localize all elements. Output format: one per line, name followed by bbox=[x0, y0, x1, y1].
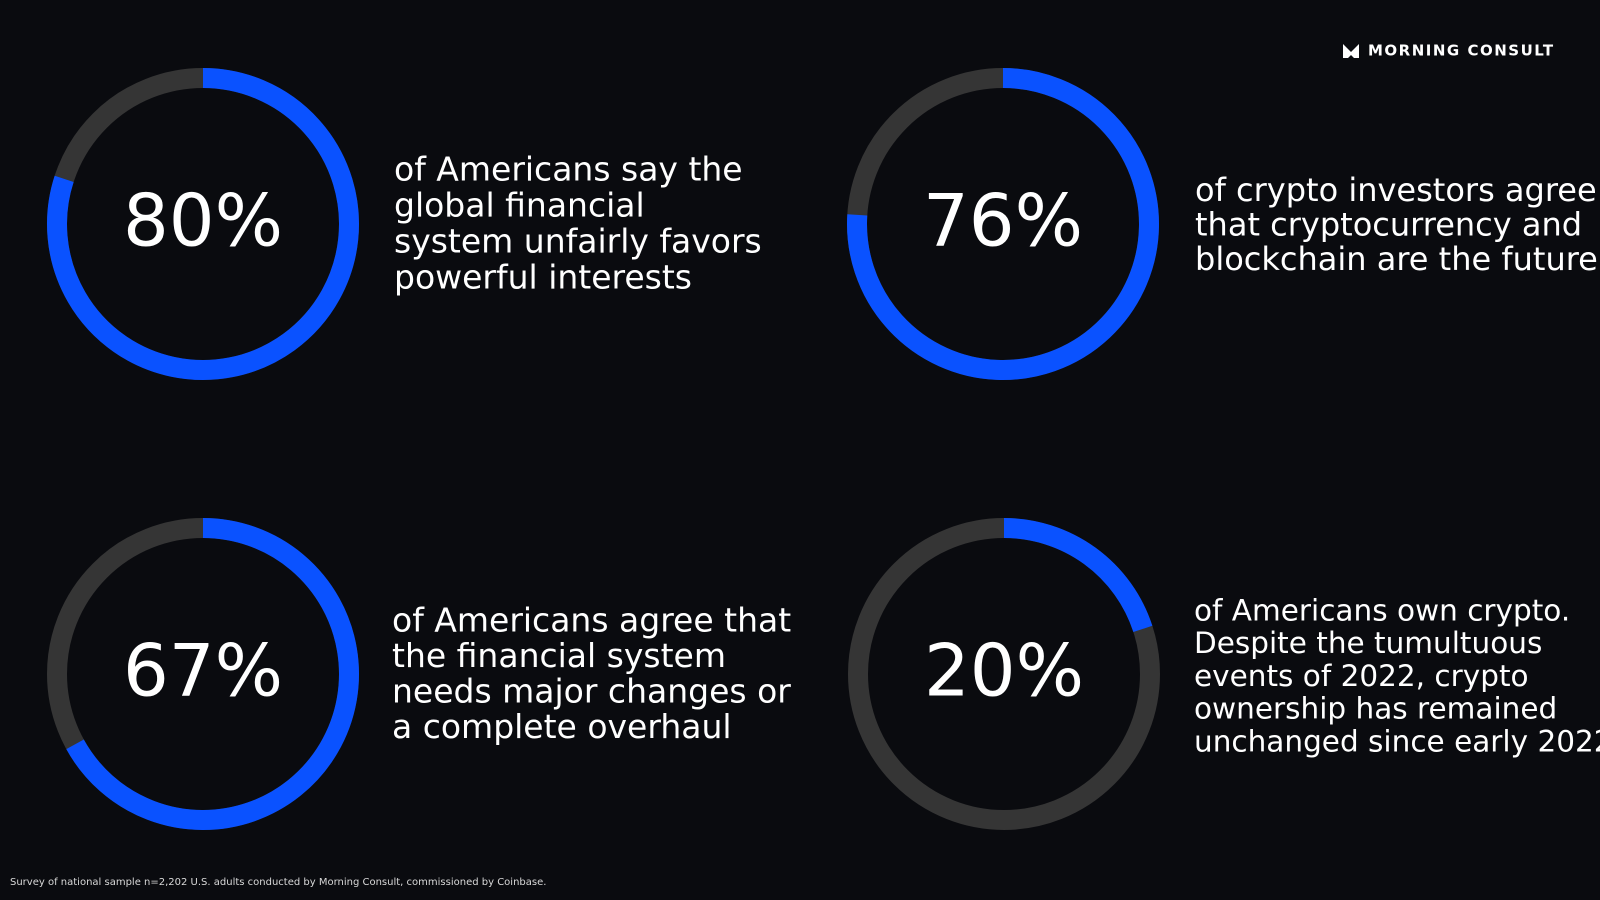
value-label: 20% bbox=[924, 629, 1084, 713]
description-line: system unfairly favors bbox=[394, 222, 762, 261]
footnote: Survey of national sample n=2,202 U.S. a… bbox=[10, 877, 546, 888]
description-line: events of 2022, crypto bbox=[1194, 659, 1529, 693]
description-line: unchanged since early 2022. bbox=[1194, 724, 1600, 758]
description-line: of crypto investors agree bbox=[1195, 171, 1597, 209]
description-line: Despite the tumultuous bbox=[1194, 626, 1542, 660]
value-label: 67% bbox=[123, 629, 283, 713]
brand-logo bbox=[1343, 44, 1359, 58]
value-label: 76% bbox=[923, 179, 1083, 263]
brand: MORNING CONSULT bbox=[1368, 42, 1555, 60]
description-line: the financial system bbox=[392, 636, 726, 675]
donut-arc bbox=[1003, 518, 1153, 633]
description-line: global financial bbox=[394, 186, 645, 225]
donut-arc bbox=[847, 68, 1159, 380]
donut-arc bbox=[66, 518, 359, 830]
description-line: that cryptocurrency and bbox=[1195, 206, 1582, 244]
description-line: blockchain are the future bbox=[1195, 240, 1598, 278]
value-label: 80% bbox=[123, 179, 283, 263]
description-line: needs major changes or bbox=[392, 672, 791, 711]
description-line: of Americans agree that bbox=[392, 601, 791, 640]
description-line: ownership has remained bbox=[1194, 692, 1557, 726]
description-line: powerful interests bbox=[394, 258, 692, 297]
description-line: of Americans say the bbox=[394, 150, 743, 189]
donut-arc bbox=[47, 68, 359, 380]
description-line: of Americans own crypto. bbox=[1194, 594, 1570, 628]
description-line: a complete overhaul bbox=[392, 707, 732, 746]
